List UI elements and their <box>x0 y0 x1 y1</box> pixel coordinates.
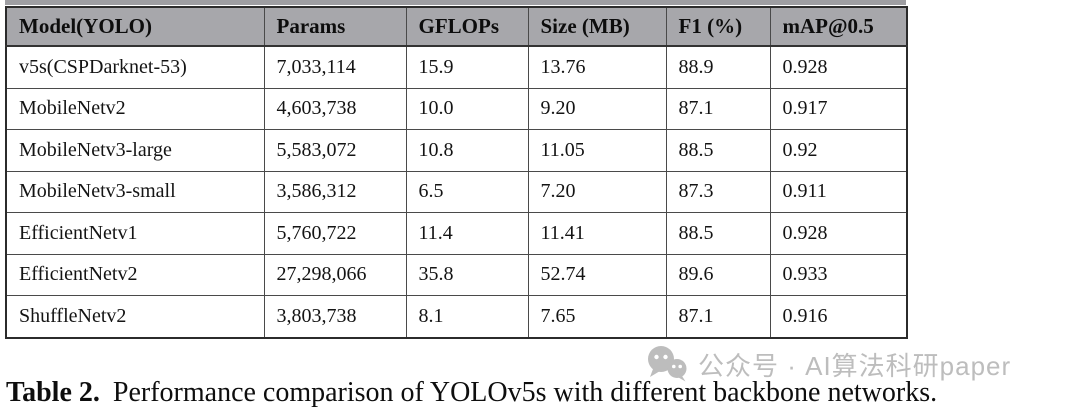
header-row: Model(YOLO) Params GFLOPs Size (MB) F1 (… <box>5 6 908 47</box>
column-header-model: Model(YOLO) <box>5 6 265 47</box>
column-header-f1: F1 (%) <box>665 6 771 47</box>
cell-f1: 88.5 <box>665 129 771 172</box>
cell-f1: 87.3 <box>665 170 771 213</box>
cell-params: 5,760,722 <box>263 212 407 255</box>
cell-params: 4,603,738 <box>263 87 407 130</box>
cell-gflops: 6.5 <box>405 170 529 213</box>
table-row: EfficientNetv1 5,760,722 11.4 11.41 88.5… <box>5 212 908 255</box>
cell-f1: 87.1 <box>665 87 771 130</box>
cell-gflops: 11.4 <box>405 212 529 255</box>
cell-model: MobileNetv2 <box>5 87 265 130</box>
table-body: v5s(CSPDarknet-53) 7,033,114 15.9 13.76 … <box>5 45 908 338</box>
column-header-params: Params <box>263 6 407 47</box>
table-row: EfficientNetv2 27,298,066 35.8 52.74 89.… <box>5 253 908 296</box>
cell-gflops: 15.9 <box>405 45 529 89</box>
cell-params: 3,803,738 <box>263 295 407 338</box>
cell-gflops: 10.8 <box>405 129 529 172</box>
cell-gflops: 35.8 <box>405 253 529 296</box>
cell-map: 0.916 <box>769 295 908 338</box>
cell-map: 0.933 <box>769 253 908 296</box>
table-top-edge <box>5 0 906 5</box>
cell-model: EfficientNetv1 <box>5 212 265 255</box>
results-table: Model(YOLO) Params GFLOPs Size (MB) F1 (… <box>5 6 908 339</box>
caption-label: Table 2. <box>6 377 100 408</box>
cell-model: v5s(CSPDarknet-53) <box>5 45 265 89</box>
cell-model: EfficientNetv2 <box>5 253 265 296</box>
table-header: Model(YOLO) Params GFLOPs Size (MB) F1 (… <box>5 6 908 47</box>
cell-model: MobileNetv3-large <box>5 129 265 172</box>
cell-map: 0.928 <box>769 212 908 255</box>
cell-size: 7.65 <box>527 295 667 338</box>
table-row: ShuffleNetv2 3,803,738 8.1 7.65 87.1 0.9… <box>5 295 908 338</box>
caption-text: Performance comparison of YOLOv5s with d… <box>112 377 938 408</box>
cell-params: 5,583,072 <box>263 129 407 172</box>
table-row: MobileNetv3-small 3,586,312 6.5 7.20 87.… <box>5 170 908 213</box>
cell-gflops: 10.0 <box>405 87 529 130</box>
column-header-gflops: GFLOPs <box>405 6 529 47</box>
cell-params: 27,298,066 <box>263 253 407 296</box>
cell-size: 13.76 <box>527 45 667 89</box>
cell-map: 0.911 <box>769 170 908 213</box>
table-row: MobileNetv2 4,603,738 10.0 9.20 87.1 0.9… <box>5 87 908 130</box>
table-caption: Table 2. Performance comparison of YOLOv5… <box>6 377 1080 409</box>
cell-model: ShuffleNetv2 <box>5 295 265 338</box>
cell-model: MobileNetv3-small <box>5 170 265 213</box>
cell-map: 0.92 <box>769 129 908 172</box>
wechat-icon <box>645 345 689 383</box>
cell-size: 9.20 <box>527 87 667 130</box>
cell-size: 52.74 <box>527 253 667 296</box>
cell-map: 0.928 <box>769 45 908 89</box>
cell-map: 0.917 <box>769 87 908 130</box>
cell-size: 7.20 <box>527 170 667 213</box>
cell-size: 11.05 <box>527 129 667 172</box>
watermark: 公众号 · AI算法科研paper <box>645 344 1011 384</box>
column-header-size: Size (MB) <box>527 6 667 47</box>
cell-size: 11.41 <box>527 212 667 255</box>
column-header-map: mAP@0.5 <box>769 6 908 47</box>
cell-f1: 87.1 <box>665 295 771 338</box>
cell-gflops: 8.1 <box>405 295 529 338</box>
cell-f1: 89.6 <box>665 253 771 296</box>
cell-params: 3,586,312 <box>263 170 407 213</box>
cell-f1: 88.9 <box>665 45 771 89</box>
cell-f1: 88.5 <box>665 212 771 255</box>
watermark-text: 公众号 · AI算法科研paper <box>698 350 1012 381</box>
table-row: MobileNetv3-large 5,583,072 10.8 11.05 8… <box>5 129 908 172</box>
cell-params: 7,033,114 <box>263 45 407 89</box>
table-row: v5s(CSPDarknet-53) 7,033,114 15.9 13.76 … <box>5 45 908 89</box>
